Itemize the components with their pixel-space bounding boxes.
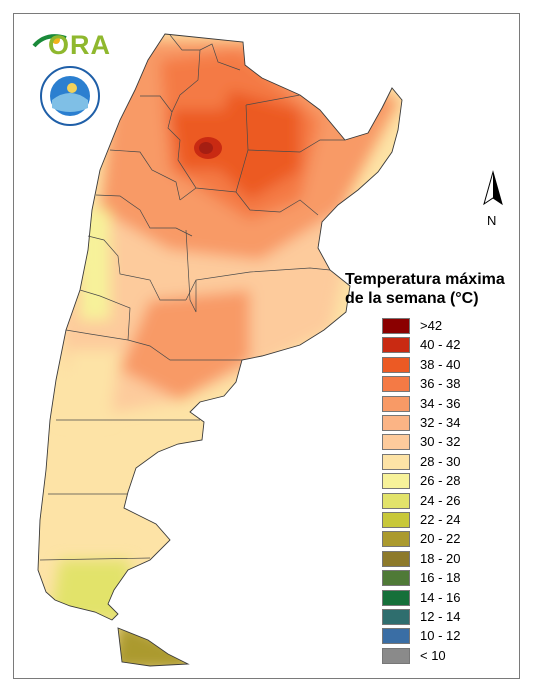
- province-borders: [39, 34, 345, 561]
- legend-swatch: [382, 376, 410, 393]
- legend-swatch: [382, 609, 410, 625]
- legend-swatch: [382, 415, 410, 431]
- legend-label: 34 - 36: [420, 395, 461, 411]
- legend-swatch: [382, 395, 410, 412]
- legend-swatch: [382, 356, 410, 373]
- country-outline: [37, 33, 403, 621]
- smn-seal-logo: [40, 66, 100, 126]
- legend-label: 30 - 32: [420, 434, 461, 450]
- legend-label: 28 - 30: [420, 453, 461, 469]
- legend-swatch: [382, 647, 410, 664]
- legend-title: Temperatura máxima de la semana (°C): [345, 270, 521, 308]
- hotspot-core: [199, 142, 213, 154]
- legend-swatch: [382, 434, 410, 451]
- north-label: N: [487, 213, 497, 228]
- legend-swatch: [382, 570, 410, 587]
- legend-swatch: [382, 531, 410, 548]
- north-arrow-icon: [483, 170, 503, 206]
- legend-item: 20 - 22: [382, 531, 512, 548]
- tierra-del-fuego-outline: [117, 627, 190, 667]
- legend-label: 18 - 20: [420, 550, 461, 566]
- legend-swatch: [382, 512, 410, 528]
- legend-item: 36 - 38: [382, 376, 512, 393]
- legend-swatch: [382, 318, 410, 334]
- legend-item: >42: [382, 318, 512, 334]
- legend-swatch: [382, 337, 410, 354]
- legend-label: >42: [420, 318, 443, 333]
- legend-swatch: [382, 473, 410, 490]
- legend-label: 20 - 22: [420, 531, 461, 547]
- legend-label: 24 - 26: [420, 492, 461, 508]
- legend-swatch: [382, 492, 410, 509]
- legend-label: 14 - 16: [420, 589, 461, 605]
- legend-item: 16 - 18: [382, 570, 512, 587]
- legend-label: 40 - 42: [420, 337, 461, 353]
- legend-item: 40 - 42: [382, 337, 512, 354]
- legend-label: 16 - 18: [420, 570, 461, 586]
- legend-swatch: [382, 589, 410, 606]
- ora-logo-text: ORA: [48, 30, 111, 60]
- legend-item: 26 - 28: [382, 473, 512, 490]
- legend-item: 30 - 32: [382, 434, 512, 451]
- legend-label: 38 - 40: [420, 356, 461, 372]
- legend-swatch: [382, 628, 410, 645]
- legend-label: 36 - 38: [420, 376, 461, 392]
- legend-title-line2: de la semana (°C): [345, 290, 479, 307]
- legend-swatch: [382, 550, 410, 567]
- legend-item: 24 - 26: [382, 492, 512, 509]
- legend-label: < 10: [420, 647, 446, 663]
- legend-label: 26 - 28: [420, 473, 461, 489]
- legend-item: 38 - 40: [382, 356, 512, 373]
- legend-label: 10 - 12: [420, 628, 461, 644]
- legend-item: 18 - 20: [382, 550, 512, 567]
- legend-label: 32 - 34: [420, 415, 461, 430]
- legend-item: 12 - 14: [382, 609, 512, 625]
- legend-label: 12 - 14: [420, 609, 461, 624]
- legend-item: 34 - 36: [382, 395, 512, 412]
- legend-item: < 10: [382, 647, 512, 664]
- legend-swatch: [382, 453, 410, 470]
- legend-title-line1: Temperatura máxima: [345, 271, 505, 288]
- legend-item: 32 - 34: [382, 415, 512, 431]
- legend-item: 28 - 30: [382, 453, 512, 470]
- ora-logo: [32, 34, 67, 48]
- legend-item: 22 - 24: [382, 512, 512, 528]
- legend-label: 22 - 24: [420, 512, 461, 527]
- legend-item: 10 - 12: [382, 628, 512, 645]
- legend-item: 14 - 16: [382, 589, 512, 606]
